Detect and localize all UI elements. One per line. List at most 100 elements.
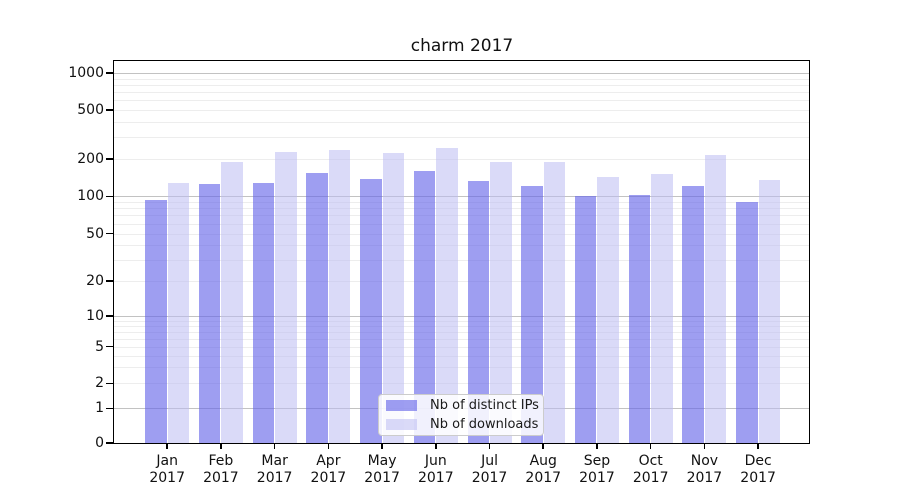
minor-gridline	[114, 100, 810, 102]
y-tick-label: 500	[77, 102, 104, 118]
x-tick-mark	[327, 443, 330, 449]
minor-gridline	[114, 110, 810, 111]
x-tick-mark	[381, 443, 383, 449]
y-tick-mark	[106, 315, 113, 317]
x-tick-mark	[220, 443, 222, 449]
y-tick-label: 1	[95, 400, 104, 417]
minor-gridline	[114, 158, 810, 160]
y-tick-label: 2	[95, 375, 104, 392]
minor-gridline	[114, 325, 810, 327]
x-tick-mark	[596, 443, 598, 449]
bar-distinct-ips-may	[360, 178, 382, 443]
minor-gridline	[114, 245, 810, 247]
minor-gridline	[114, 121, 810, 123]
bar-downloads-jun	[436, 147, 458, 443]
minor-gridline	[114, 233, 810, 235]
minor-gridline	[114, 331, 810, 333]
y-tick-mark	[106, 195, 113, 198]
y-tick-mark	[106, 345, 113, 348]
minor-gridline	[114, 84, 810, 86]
y-tick-label: 100	[77, 188, 104, 205]
bar-downloads-may	[382, 152, 405, 443]
x-tick-mark	[273, 443, 276, 449]
bar-downloads-apr	[328, 149, 351, 443]
minor-gridline	[114, 355, 810, 357]
bar-distinct-ips-oct	[628, 194, 651, 443]
minor-gridline	[114, 281, 810, 282]
minor-gridline	[114, 338, 810, 340]
minor-gridline	[114, 215, 810, 217]
chart-title: charm 2017	[410, 36, 514, 56]
major-gridline	[114, 196, 810, 198]
y-tick-mark	[106, 442, 113, 444]
y-tick-mark	[106, 72, 113, 74]
legend-swatch-downloads	[386, 418, 417, 430]
bar-downloads-oct	[651, 173, 673, 443]
minor-gridline	[114, 92, 810, 94]
minor-gridline	[114, 259, 810, 261]
bar-downloads-sep	[597, 176, 619, 443]
x-tick-label: Dec 2017	[740, 453, 776, 486]
bar-distinct-ips-feb	[198, 184, 221, 443]
y-tick-label: 0	[95, 435, 104, 451]
bar-downloads-aug	[543, 161, 566, 443]
x-tick-label: Apr 2017	[310, 453, 347, 486]
minor-gridline	[114, 201, 810, 203]
minor-gridline	[114, 137, 810, 139]
bar-downloads-mar	[275, 151, 297, 443]
bar-distinct-ips-sep	[574, 195, 597, 443]
x-tick-label: Aug 2017	[525, 453, 562, 486]
x-tick-label: Mar 2017	[256, 453, 293, 486]
legend-row-downloads: Nb of downloads	[379, 416, 543, 432]
legend-label-distinct-ips: Nb of distinct IPs	[430, 398, 539, 414]
bar-downloads-feb	[221, 161, 243, 443]
minor-gridline	[114, 223, 810, 225]
minor-gridline	[114, 367, 810, 369]
y-tick-mark	[106, 407, 113, 410]
x-tick-label: Feb 2017	[203, 453, 239, 486]
x-tick-mark	[757, 443, 759, 449]
x-tick-label: Sep 2017	[579, 453, 615, 486]
y-tick-label: 200	[77, 150, 104, 167]
bar-distinct-ips-jan	[145, 200, 167, 443]
minor-gridline	[114, 383, 810, 385]
x-tick-label: Jul 2017	[471, 453, 508, 486]
major-gridline	[114, 316, 810, 317]
bar-distinct-ips-apr	[306, 173, 328, 443]
x-tick-label: May 2017	[364, 453, 400, 486]
minor-gridline	[114, 320, 810, 322]
x-tick-mark	[649, 443, 652, 449]
bar-downloads-jan	[167, 182, 190, 443]
y-tick-mark	[106, 158, 113, 160]
y-tick-mark	[106, 382, 113, 385]
x-tick-label: Jan 2017	[149, 453, 185, 486]
major-gridline	[114, 73, 810, 74]
y-tick-label: 1000	[68, 65, 104, 81]
x-tick-label: Oct 2017	[632, 453, 669, 486]
x-tick-mark	[488, 443, 491, 449]
bar-downloads-dec	[758, 180, 781, 443]
x-tick-mark	[435, 443, 437, 449]
bar-distinct-ips-mar	[252, 182, 275, 443]
y-tick-mark	[106, 280, 113, 282]
bar-downloads-nov	[704, 155, 727, 443]
x-tick-mark	[542, 443, 544, 449]
minor-gridline	[114, 78, 810, 80]
bar-distinct-ips-jun	[413, 170, 436, 443]
bar-downloads-jul	[490, 162, 512, 443]
minor-gridline	[114, 346, 810, 348]
plot-area	[114, 61, 810, 443]
bar-distinct-ips-nov	[682, 186, 704, 443]
y-tick-label: 50	[86, 225, 104, 242]
x-tick-mark	[703, 443, 706, 449]
bar-distinct-ips-aug	[521, 186, 543, 443]
legend-label-downloads: Nb of downloads	[430, 416, 539, 432]
y-tick-label: 5	[95, 338, 104, 355]
y-tick-mark	[106, 109, 113, 111]
y-tick-label: 20	[86, 273, 104, 289]
bar-distinct-ips-dec	[736, 201, 758, 443]
x-tick-label: Nov 2017	[686, 453, 723, 486]
x-tick-mark	[166, 443, 168, 449]
legend-swatch-distinct-ips	[386, 400, 417, 412]
